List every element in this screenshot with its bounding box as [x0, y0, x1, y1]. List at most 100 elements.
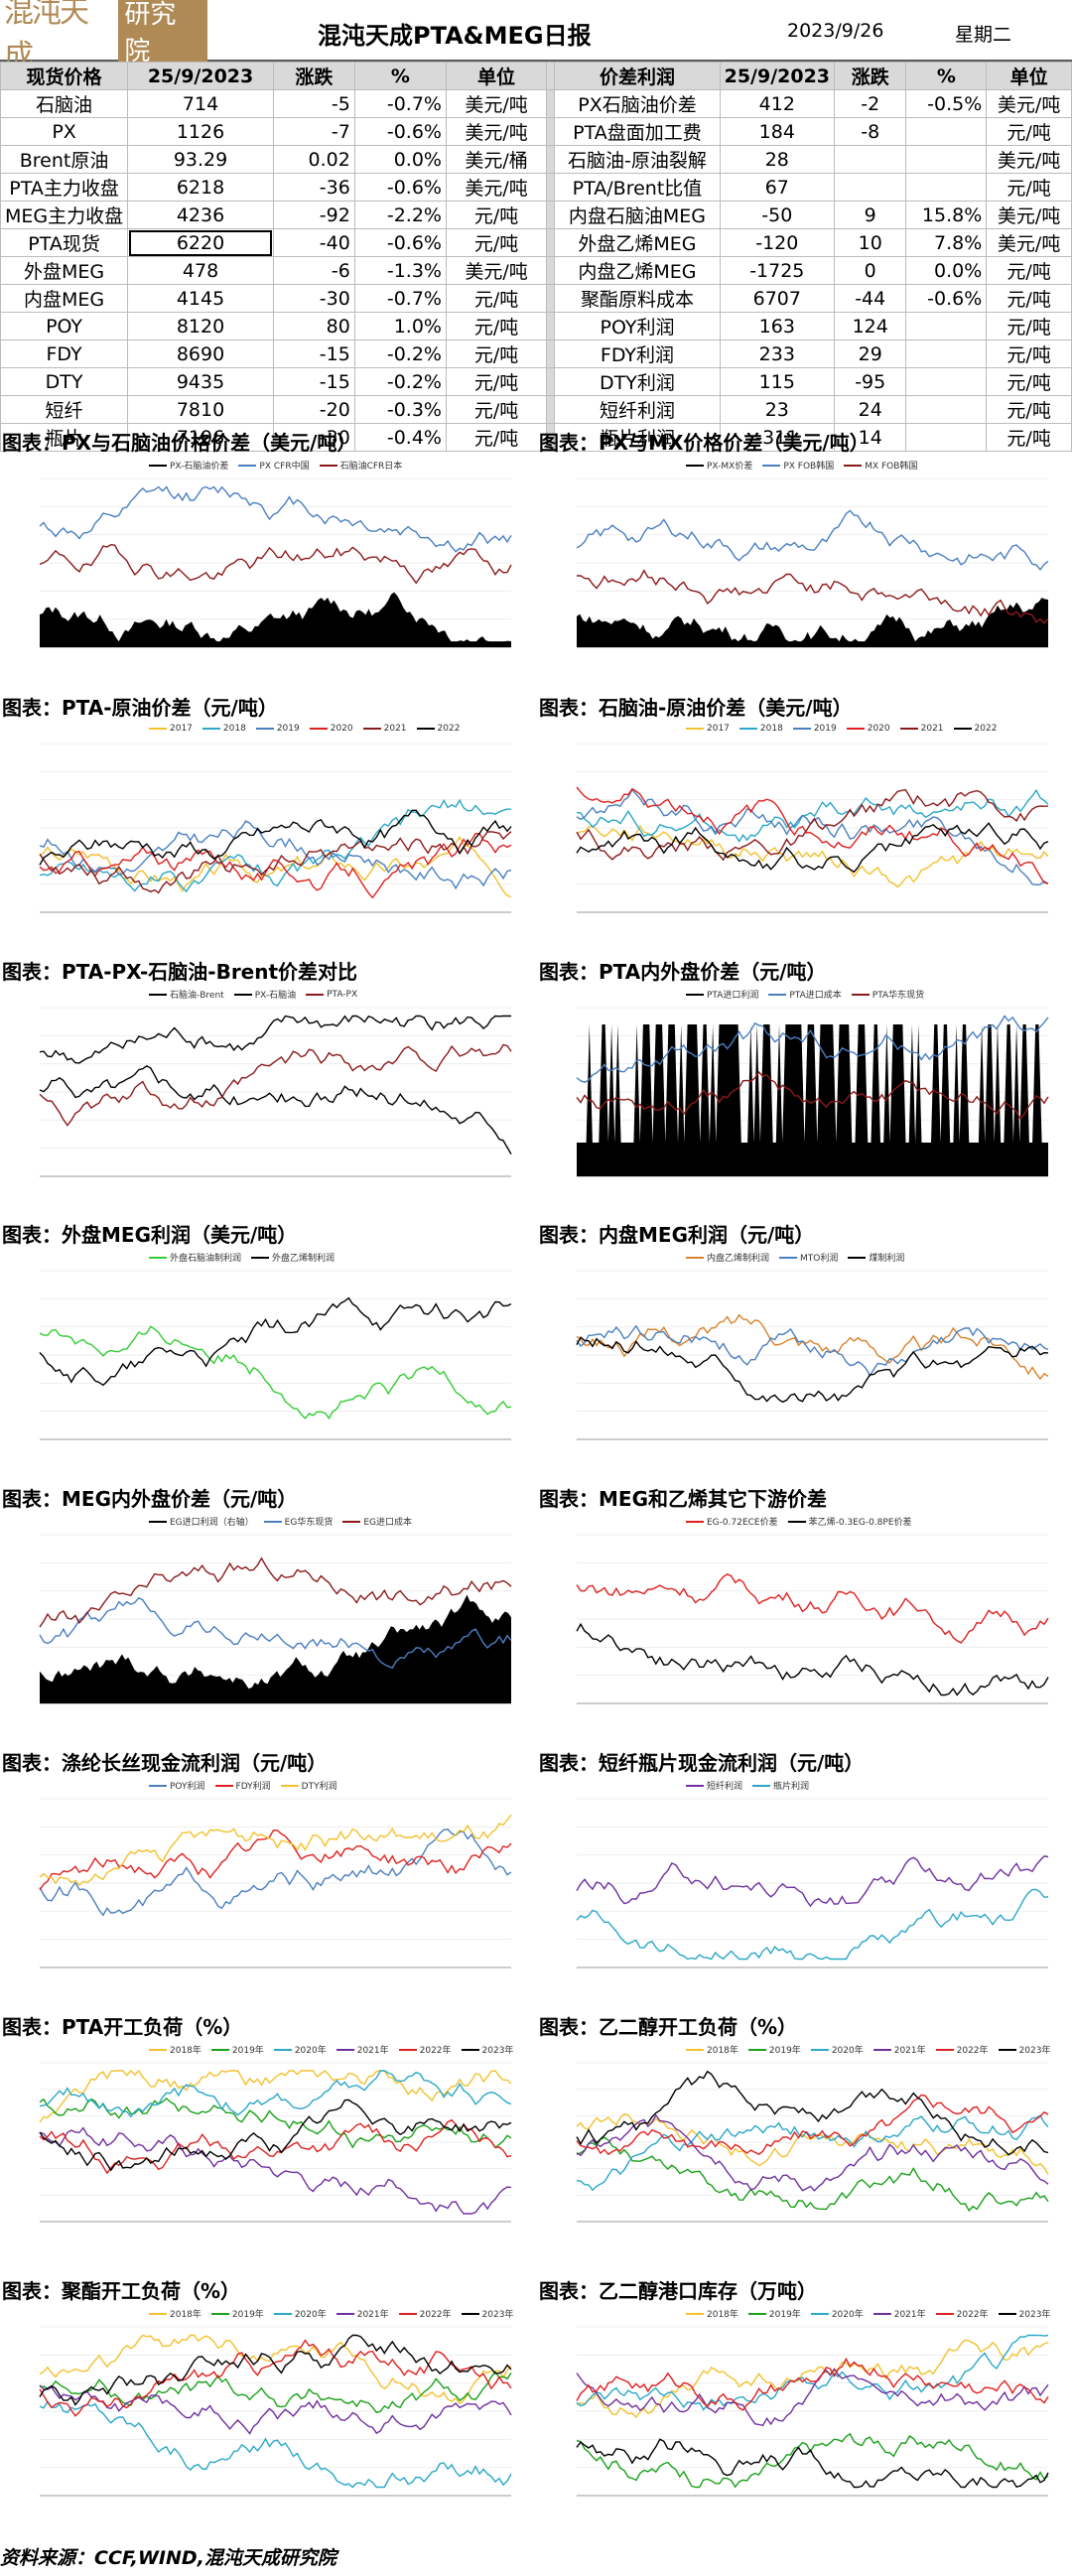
series-line [576, 569, 1049, 624]
legend-item: PTA进口成本 [768, 988, 842, 1001]
legend-swatch [792, 728, 811, 730]
col-header: 涨跌 [272, 62, 355, 90]
table-cell: DTY [0, 367, 129, 396]
series-line [576, 788, 1049, 886]
table-row: FDY 8690 -15 -0.2% 元/吨 FDY利润 233 29 元/吨 [0, 339, 1072, 368]
legend-item: 2023年 [998, 2307, 1050, 2320]
chart-legend: 2018年 2019年 2020年 2021年 2022年 2023年 [149, 2307, 513, 2320]
table-cell: -0.3% [353, 395, 448, 424]
series-line [576, 1573, 1049, 1644]
series-line [39, 2069, 512, 2123]
legend-item: 苯乙烯-0.3EG-0.8PE价差 [787, 1515, 912, 1528]
table-cell: -6 [272, 256, 355, 285]
legend-label: 2022年 [956, 2310, 989, 2320]
legend-label: 2020年 [294, 2046, 327, 2056]
series-line [39, 485, 512, 553]
chart-area: 2018年 2019年 2020年 2021年 2022年 2023年 [537, 2305, 1071, 2543]
table-cell: 元/吨 [445, 201, 548, 229]
legend-swatch [149, 1784, 167, 1787]
col-header: 25/9/2023 [127, 62, 274, 90]
col-header: 单位 [986, 62, 1072, 90]
chart-area: PTA进口利润 PTA进口成本 PTA华东现货 [537, 986, 1071, 1224]
table-cell: 80 [272, 312, 355, 340]
table-cell [905, 173, 988, 202]
series-line [39, 1296, 512, 1387]
table-cell: -0.7% [353, 284, 448, 313]
table-row: PX 1126 -7 -0.6% 美元/吨 PTA盘面加工费 184 -8 元/吨 [0, 117, 1072, 146]
table-cell: POY利润 [554, 312, 721, 340]
legend-swatch [872, 2312, 891, 2315]
legend-label: 2019年 [768, 2310, 801, 2320]
chart-panel: 图表：短纤瓶片现金流利润（元/吨） 短纤利润 瓶片利润 [537, 1747, 1071, 2021]
legend-item: 2022年 [935, 2043, 989, 2056]
chart-panel: 图表：PTA-PX-石脑油-Brent价差对比 石脑油-Brent PX-石脑油 PT… [0, 956, 534, 1230]
legend-item: 2018 [738, 724, 783, 734]
chart-plot [576, 2062, 1049, 2223]
area-fill [577, 598, 1048, 647]
table-row: MEG主力收盘 4236 -92 -2.2% 元/吨 内盘石脑油MEG -50 9 15.8% 美… [0, 201, 1072, 229]
logo-text: 混沌天成 [4, 0, 89, 73]
series-line [576, 2113, 1049, 2192]
chart-legend: POY利润 FDY利润 DTY利润 [149, 1779, 337, 1792]
legend-swatch [686, 993, 704, 996]
table-cell: 美元/吨 [445, 117, 548, 146]
table-cell: 478 [127, 256, 274, 285]
legend-item: 2023年 [461, 2307, 513, 2320]
table-cell: 元/吨 [986, 256, 1072, 285]
chart-panel: 图表：PTA内外盘价差（元/吨） PTA进口利润 PTA进口成本 PTA华东现货 [537, 956, 1071, 1230]
table-cell: 412 [719, 89, 836, 118]
legend-swatch [686, 1256, 704, 1259]
table-cell: 短纤利润 [554, 395, 721, 424]
legend-item: PTA进口利润 [686, 988, 758, 1001]
report-header: 混沌天成 研究院 混沌天成PTA&MEG日报 2023/9/26 星期二 [0, 0, 1072, 73]
table-cell: 115 [719, 367, 836, 396]
legend-label: 2017 [170, 724, 193, 734]
legend-item: 2021年 [335, 2043, 389, 2056]
chart-title: 图表：涤纶长丝现金流利润（元/吨） [2, 1751, 328, 1775]
chart-area: EG-0.72ECE价差 苯乙烯-0.3EG-0.8PE价差 [537, 1513, 1071, 1751]
table-cell: 石脑油 [0, 89, 129, 118]
chart-title: 图表：MEG和乙烯其它下游价差 [539, 1487, 827, 1511]
chart-plot [576, 2326, 1049, 2497]
col-header: 25/9/2023 [719, 62, 836, 90]
table-header-row: 现货价格 25/9/2023 涨跌 % 单位 价差利润 25/9/2023 涨跌… [0, 62, 1072, 90]
legend-swatch [810, 2048, 829, 2051]
series-line [576, 788, 1049, 862]
legend-swatch [319, 464, 337, 467]
table-cell: PX [0, 117, 129, 146]
chart-area: 短纤利润 瓶片利润 [537, 1777, 1071, 2015]
legend-label: EG-0.72ECE价差 [707, 1518, 778, 1528]
table-cell [905, 367, 988, 396]
legend-label: 石脑油-Brent [170, 991, 224, 1001]
series-line [39, 1325, 512, 1420]
legend-swatch [810, 2312, 829, 2315]
legend-item: 2018年 [686, 2043, 738, 2056]
table-cell: 元/吨 [986, 117, 1072, 146]
table-cell: 184 [719, 117, 836, 146]
table-cell: 美元/吨 [986, 228, 1072, 257]
table-cell: 8690 [127, 339, 274, 368]
legend-item: 2019年 [747, 2043, 801, 2056]
table-cell: 93.29 [127, 145, 274, 174]
chart-area: 2017 2018 2019 2020 2021 2022 [537, 722, 1071, 960]
table-cell: 1126 [127, 117, 274, 146]
chart-plot [39, 2062, 512, 2223]
column-separator [546, 284, 556, 313]
table-row: 内盘MEG 4145 -30 -0.7% 元/吨 聚酯原料成本 6707 -44 -0.6% 元/… [0, 284, 1072, 313]
legend-label: PTA进口成本 [789, 991, 842, 1001]
table-row: POY 8120 80 1.0% 元/吨 POY利润 163 124 元/吨 [0, 312, 1072, 340]
table-cell: -7 [272, 117, 355, 146]
table-cell: 29 [834, 339, 907, 368]
table-cell: 内盘乙烯MEG [554, 256, 721, 285]
legend-label: 外盘乙烯制利润 [272, 1254, 335, 1264]
table-cell: -50 [719, 201, 836, 229]
legend-swatch [787, 1520, 806, 1523]
series-line [576, 822, 1049, 874]
legend-label: 2022年 [956, 2046, 989, 2056]
series-line [39, 2118, 512, 2175]
table-cell: 内盘MEG [0, 284, 129, 313]
table-cell: 元/吨 [986, 312, 1072, 340]
legend-label: PX-石脑油 [254, 991, 297, 1001]
legend-item: 2019 [255, 724, 300, 734]
series-line [39, 1043, 512, 1127]
